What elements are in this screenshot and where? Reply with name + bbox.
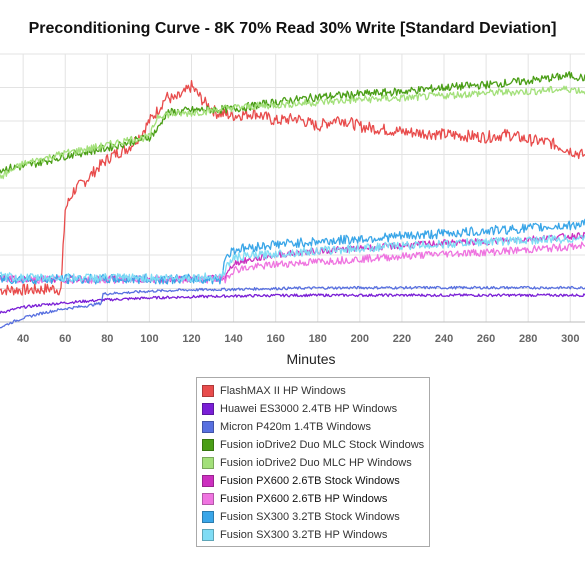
series-line-3 bbox=[0, 71, 585, 174]
series-line-1 bbox=[0, 293, 585, 314]
legend-swatch bbox=[202, 511, 214, 523]
legend: FlashMAX II HP Windows Huawei ES3000 2.4T… bbox=[196, 377, 430, 547]
legend-swatch bbox=[202, 385, 214, 397]
chart-title: Preconditioning Curve - 8K 70% Read 30% … bbox=[28, 20, 557, 37]
series-line-4 bbox=[0, 85, 585, 180]
legend-swatch bbox=[202, 439, 214, 451]
x-tick-label: 40 bbox=[17, 333, 29, 345]
legend-item[interactable]: Fusion PX600 2.6TB Stock Windows bbox=[197, 472, 429, 490]
series-line-0 bbox=[0, 79, 585, 296]
x-tick-label: 60 bbox=[59, 333, 71, 345]
x-tick-label: 140 bbox=[224, 333, 242, 345]
legend-label: Fusion ioDrive2 Duo MLC HP Windows bbox=[220, 457, 412, 469]
legend-item[interactable]: FlashMAX II HP Windows bbox=[197, 382, 429, 400]
legend-swatch bbox=[202, 403, 214, 415]
x-tick-labels: 40 60 80 100 120 140 160 180 200 220 240 260 280 300 bbox=[17, 333, 579, 345]
x-tick-label: 200 bbox=[351, 333, 369, 345]
legend-item[interactable]: Fusion SX300 3.2TB Stock Windows bbox=[197, 508, 429, 526]
legend-item[interactable]: Fusion PX600 2.6TB HP Windows bbox=[197, 490, 429, 508]
x-axis-title: Minutes bbox=[286, 351, 335, 367]
legend-label: Fusion SX300 3.2TB Stock Windows bbox=[220, 511, 400, 523]
x-tick-label: 220 bbox=[393, 333, 411, 345]
legend-swatch bbox=[202, 493, 214, 505]
legend-item[interactable]: Micron P420m 1.4TB Windows bbox=[197, 418, 429, 436]
legend-item[interactable]: Fusion ioDrive2 Duo MLC Stock Windows bbox=[197, 436, 429, 454]
x-tick-label: 160 bbox=[266, 333, 284, 345]
legend-swatch bbox=[202, 475, 214, 487]
legend-label: Fusion SX300 3.2TB HP Windows bbox=[220, 529, 388, 541]
x-tick-label: 240 bbox=[435, 333, 453, 345]
x-tick-label: 100 bbox=[140, 333, 158, 345]
series-line-2 bbox=[0, 285, 585, 329]
series-lines bbox=[0, 71, 585, 329]
legend-item[interactable]: Fusion SX300 3.2TB HP Windows bbox=[197, 526, 429, 544]
legend-item[interactable]: Huawei ES3000 2.4TB HP Windows bbox=[197, 400, 429, 418]
x-tick-label: 180 bbox=[309, 333, 327, 345]
legend-swatch bbox=[202, 457, 214, 469]
legend-swatch bbox=[202, 421, 214, 433]
x-tick-label: 260 bbox=[477, 333, 495, 345]
legend-item[interactable]: Fusion ioDrive2 Duo MLC HP Windows bbox=[197, 454, 429, 472]
legend-label: Fusion PX600 2.6TB Stock Windows bbox=[220, 475, 400, 487]
x-tick-label: 300 bbox=[561, 333, 579, 345]
x-tick-label: 80 bbox=[101, 333, 113, 345]
series-line-8 bbox=[0, 234, 585, 283]
x-tick-label: 120 bbox=[182, 333, 200, 345]
legend-label: Huawei ES3000 2.4TB HP Windows bbox=[220, 403, 398, 415]
series-line-6 bbox=[0, 241, 585, 285]
legend-swatch bbox=[202, 529, 214, 541]
legend-label: Fusion ioDrive2 Duo MLC Stock Windows bbox=[220, 439, 425, 451]
legend-label: Micron P420m 1.4TB Windows bbox=[220, 421, 371, 433]
legend-label: FlashMAX II HP Windows bbox=[220, 385, 346, 397]
legend-label: Fusion PX600 2.6TB HP Windows bbox=[220, 493, 388, 505]
x-tick-label: 280 bbox=[519, 333, 537, 345]
